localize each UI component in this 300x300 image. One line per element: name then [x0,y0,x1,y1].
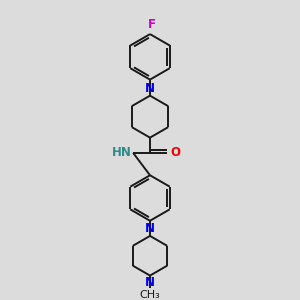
Text: N: N [145,82,155,95]
Text: CH₃: CH₃ [140,290,160,300]
Text: N: N [145,276,155,289]
Text: O: O [171,146,181,159]
Text: F: F [148,18,155,31]
Text: HN: HN [112,146,132,159]
Text: N: N [145,222,155,235]
